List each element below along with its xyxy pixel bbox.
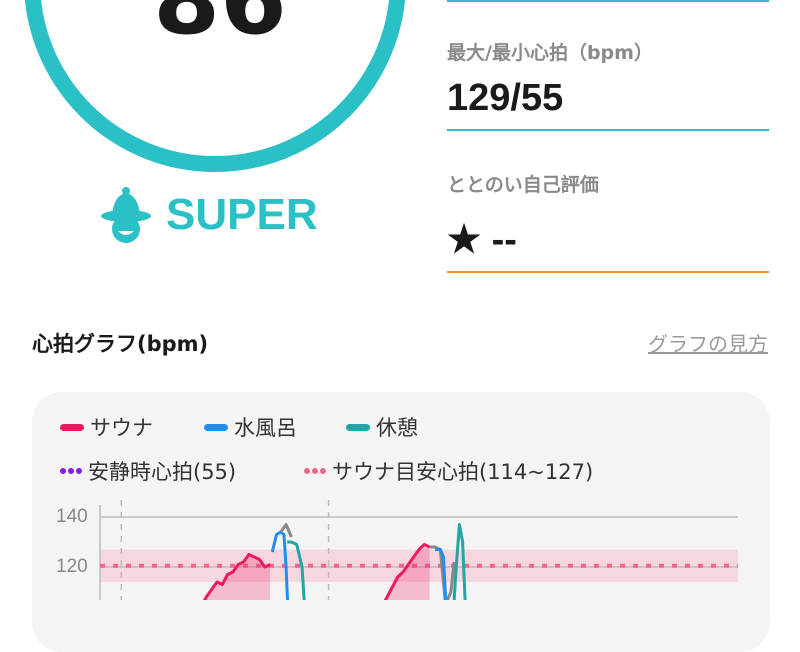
series-line (434, 548, 448, 600)
max-min-hr-value: 129/55 (447, 77, 564, 119)
level-label: SUPER (166, 190, 318, 239)
legend-swatch (60, 468, 82, 474)
graph-title: 心拍グラフ(bpm) (32, 332, 209, 356)
legend-rest: 休憩 (346, 412, 418, 442)
score-value: 86 (153, 0, 287, 56)
legend-label: 水風呂 (234, 416, 297, 440)
series-line (279, 523, 293, 538)
divider (447, 0, 769, 2)
max-min-hr-label: 最大/最小心拍（bpm） (447, 42, 653, 64)
divider (447, 129, 769, 131)
series-line (203, 553, 271, 600)
legend-label: 休憩 (376, 416, 418, 440)
self-rating[interactable]: ととのい自己評価 ★ -- (447, 170, 769, 262)
graph-help-link[interactable]: グラフの見方 (648, 332, 768, 356)
y-tick-140: 140 (56, 506, 88, 527)
max-min-hr: 最大/最小心拍（bpm） 129/55 (447, 38, 769, 120)
series-line (270, 530, 289, 600)
level-badge: SUPER (100, 185, 318, 245)
legend-sauna: サウナ (60, 412, 153, 442)
legend-swatch (346, 423, 370, 431)
sauna-area (195, 554, 271, 600)
self-rating-value[interactable]: ★ -- (447, 219, 517, 261)
legend-label: 安静時心拍(55) (88, 460, 237, 484)
self-rating-label: ととのい自己評価 (447, 174, 599, 196)
legend-target-hr: サウナ目安心拍(114~127) (304, 456, 593, 486)
legend-resting-hr: 安静時心拍(55) (60, 456, 236, 486)
y-tick-120: 120 (56, 556, 88, 577)
legend-swatch (204, 423, 228, 431)
legend-label: サウナ目安心拍(114~127) (332, 460, 594, 484)
heart-rate-chart (99, 500, 738, 600)
series-line (383, 543, 431, 600)
legend-swatch (304, 468, 326, 474)
series-line (452, 523, 467, 600)
sauna-hat-face-icon (101, 187, 151, 243)
series-line (287, 540, 306, 600)
divider (447, 271, 769, 273)
legend-cold-bath: 水風呂 (204, 412, 297, 442)
legend-label: サウナ (90, 416, 153, 440)
legend-swatch (60, 423, 84, 431)
series-line (429, 545, 456, 600)
